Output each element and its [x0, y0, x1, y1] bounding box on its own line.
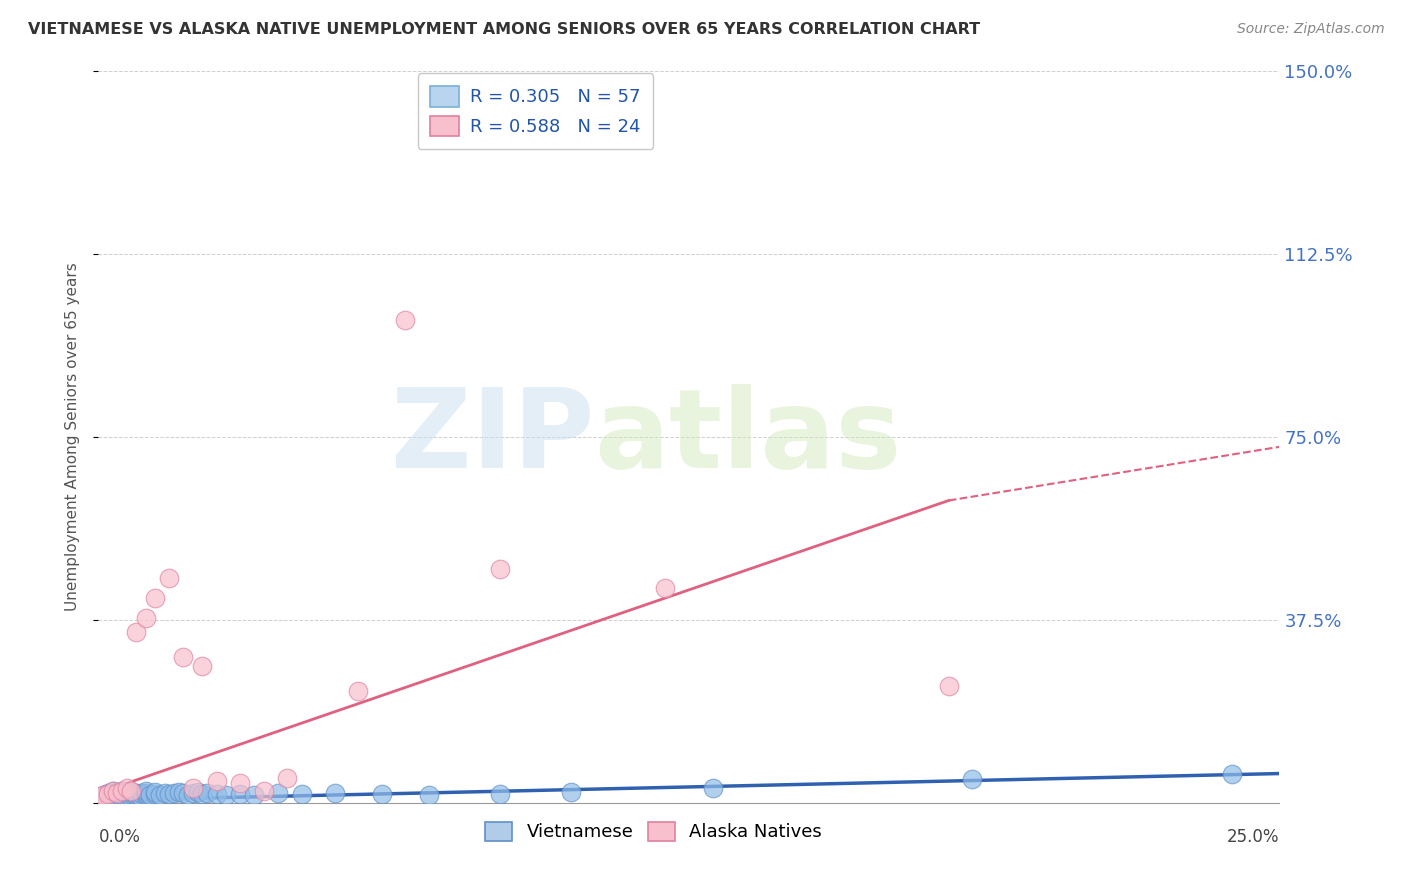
Point — [157, 787, 180, 801]
Point — [191, 787, 214, 801]
Point — [97, 786, 120, 800]
Point — [97, 787, 120, 801]
Point — [267, 786, 290, 800]
Point — [111, 783, 134, 797]
Point — [105, 787, 128, 801]
Point — [253, 783, 276, 797]
Point — [177, 789, 200, 803]
Point — [101, 789, 124, 803]
Point — [181, 781, 204, 796]
Point — [129, 786, 152, 800]
Point — [105, 789, 128, 804]
Text: 25.0%: 25.0% — [1227, 828, 1279, 846]
Point — [87, 791, 110, 805]
Legend: Vietnamese, Alaska Natives: Vietnamese, Alaska Natives — [478, 814, 830, 848]
Point — [101, 783, 124, 797]
Point — [215, 789, 238, 803]
Point — [121, 783, 143, 797]
Point — [205, 787, 228, 801]
Text: VIETNAMESE VS ALASKA NATIVE UNEMPLOYMENT AMONG SENIORS OVER 65 YEARS CORRELATION: VIETNAMESE VS ALASKA NATIVE UNEMPLOYMENT… — [28, 22, 980, 37]
Point — [195, 786, 218, 800]
Point — [560, 785, 582, 799]
Point — [149, 789, 172, 803]
Point — [702, 781, 724, 796]
Point — [276, 772, 298, 786]
Point — [347, 683, 370, 698]
Point — [489, 787, 512, 801]
Point — [125, 625, 148, 640]
Point — [163, 786, 186, 800]
Text: atlas: atlas — [595, 384, 901, 491]
Point — [135, 783, 157, 797]
Text: Source: ZipAtlas.com: Source: ZipAtlas.com — [1237, 22, 1385, 37]
Point — [121, 787, 143, 801]
Point — [143, 787, 166, 801]
Point — [139, 789, 162, 803]
Point — [938, 679, 960, 693]
Point — [87, 791, 110, 805]
Point — [489, 562, 512, 576]
Point — [143, 785, 166, 799]
Point — [97, 787, 120, 801]
Point — [323, 786, 346, 800]
Point — [121, 784, 143, 798]
Point — [143, 591, 166, 605]
Point — [115, 781, 138, 796]
Point — [111, 789, 134, 803]
Point — [1220, 766, 1243, 780]
Point — [115, 787, 138, 801]
Point — [135, 610, 157, 624]
Point — [101, 783, 124, 797]
Point — [121, 791, 143, 805]
Point — [101, 786, 124, 800]
Text: 0.0%: 0.0% — [98, 828, 141, 846]
Point — [105, 786, 128, 800]
Point — [229, 776, 252, 790]
Point — [101, 791, 124, 805]
Point — [125, 786, 148, 800]
Point — [125, 789, 148, 803]
Point — [115, 789, 138, 804]
Point — [962, 772, 984, 787]
Point — [111, 783, 134, 797]
Point — [135, 789, 157, 803]
Point — [129, 789, 152, 804]
Point — [135, 786, 157, 800]
Point — [371, 787, 394, 801]
Point — [205, 773, 228, 788]
Point — [172, 786, 194, 800]
Point — [229, 787, 252, 801]
Point — [290, 787, 312, 801]
Point — [187, 785, 209, 799]
Point — [111, 791, 134, 805]
Point — [172, 649, 194, 664]
Point — [157, 572, 180, 586]
Point — [153, 786, 176, 800]
Point — [91, 789, 114, 803]
Text: ZIP: ZIP — [391, 384, 595, 491]
Point — [243, 789, 266, 803]
Point — [115, 785, 138, 799]
Point — [91, 789, 114, 803]
Point — [181, 786, 204, 800]
Point — [91, 789, 114, 804]
Y-axis label: Unemployment Among Seniors over 65 years: Unemployment Among Seniors over 65 years — [65, 263, 80, 611]
Point — [418, 789, 440, 803]
Point — [191, 659, 214, 673]
Point — [97, 789, 120, 804]
Point — [167, 785, 190, 799]
Point — [654, 581, 676, 595]
Point — [105, 785, 128, 799]
Point — [394, 313, 416, 327]
